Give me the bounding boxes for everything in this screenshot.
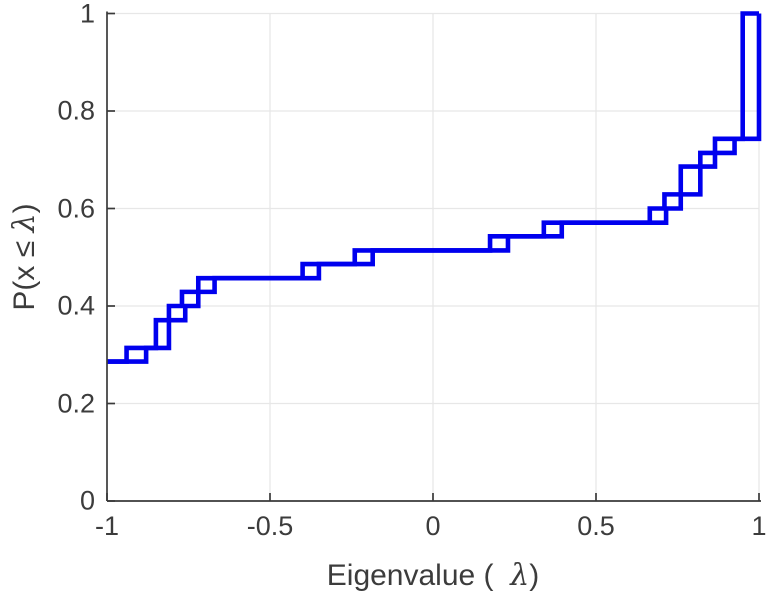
y-tick-label: 0 <box>79 485 95 516</box>
ecdf-line-cdf-late <box>107 13 762 364</box>
y-tick-label: 1 <box>79 0 95 28</box>
y-axis-label: P(x ≤ λ) <box>7 203 42 311</box>
ecdf-line-cdf-early <box>107 11 759 364</box>
x-tick-label: -0.5 <box>246 511 294 541</box>
x-tick-label: -1 <box>94 511 120 541</box>
x-axis-label: Eigenvalue ( λ) <box>327 561 539 591</box>
x-tick-label: 1 <box>751 511 767 541</box>
lambda-symbol: λ <box>7 213 42 233</box>
y-axis-label-close: ) <box>8 203 41 214</box>
y-axis-label-text: P(x ≤ <box>8 232 41 311</box>
lambda-symbol: λ <box>510 558 530 593</box>
y-tick-label: 0.4 <box>57 290 95 321</box>
x-axis-label-text: Eigenvalue ( <box>326 559 511 592</box>
y-tick-label: 0.2 <box>57 388 95 418</box>
y-tick-label: 0.6 <box>57 193 95 223</box>
x-axis-label-close: ) <box>529 559 540 592</box>
y-tick-label: 0.8 <box>57 95 95 126</box>
x-tick-label: 0.5 <box>577 511 615 541</box>
x-tick-label: 0 <box>425 511 441 541</box>
